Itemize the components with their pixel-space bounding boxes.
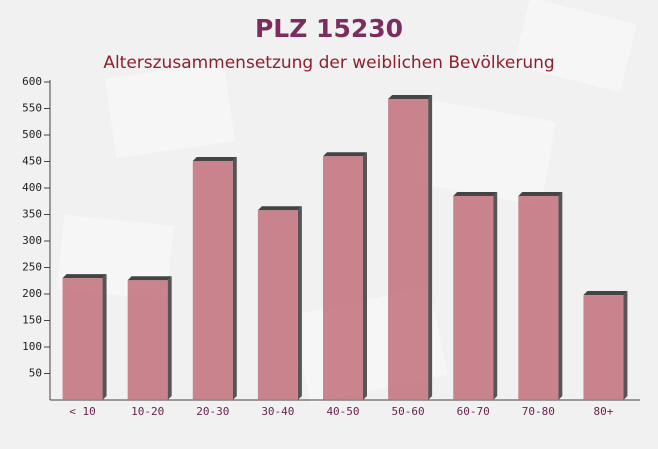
x-tick-label: 10-20 xyxy=(131,405,164,418)
x-tick-label: 30-40 xyxy=(261,405,294,418)
y-tick-label: 100 xyxy=(22,340,42,353)
bar-side xyxy=(623,291,628,400)
chart-title: PLZ 15230 xyxy=(255,14,403,43)
y-tick-label: 200 xyxy=(22,287,42,300)
bar-side xyxy=(493,191,498,400)
x-tick-label: 80+ xyxy=(594,405,614,418)
bar-side xyxy=(102,274,107,400)
bar xyxy=(62,278,103,400)
bar xyxy=(192,160,233,400)
y-tick-label: 400 xyxy=(22,181,42,194)
x-tick-label: 40-50 xyxy=(326,405,359,418)
bar-top xyxy=(192,156,237,161)
y-tick-label: 600 xyxy=(22,75,42,88)
y-tick-label: 50 xyxy=(29,367,42,380)
bar-top xyxy=(257,206,302,211)
bar-top xyxy=(388,94,433,99)
bar-side xyxy=(232,156,237,400)
y-tick-label: 350 xyxy=(22,208,42,221)
x-tick-label: < 10 xyxy=(69,405,96,418)
bar-top xyxy=(583,291,628,296)
y-tick-label: 250 xyxy=(22,261,42,274)
bar-side xyxy=(428,94,433,401)
bar-top xyxy=(127,276,172,281)
bar xyxy=(583,295,624,400)
bar-side xyxy=(558,191,563,400)
bar-top xyxy=(62,274,107,279)
bar-top xyxy=(323,152,367,157)
x-tick-label: 70-80 xyxy=(522,405,555,418)
bar-side xyxy=(167,276,172,400)
bar-top xyxy=(453,191,498,196)
x-tick-label: 60-70 xyxy=(457,405,490,418)
x-tick-label: 20-30 xyxy=(196,405,229,418)
bar-side xyxy=(363,152,367,400)
bar xyxy=(127,280,168,400)
bar xyxy=(518,195,559,400)
bar-side xyxy=(297,206,302,400)
bar xyxy=(453,195,494,400)
chart-subtitle: Alterszusammensetzung der weiblichen Bev… xyxy=(103,53,554,73)
y-tick-label: 150 xyxy=(22,314,42,327)
y-tick-label: 300 xyxy=(22,234,42,247)
bar xyxy=(323,156,363,400)
y-tick-label: 500 xyxy=(22,128,42,141)
y-tick-label: 550 xyxy=(22,102,42,115)
y-tick-label: 450 xyxy=(22,155,42,168)
bar-top xyxy=(518,191,563,196)
bar xyxy=(388,98,429,401)
bar xyxy=(257,210,298,400)
x-tick-label: 50-60 xyxy=(392,405,425,418)
